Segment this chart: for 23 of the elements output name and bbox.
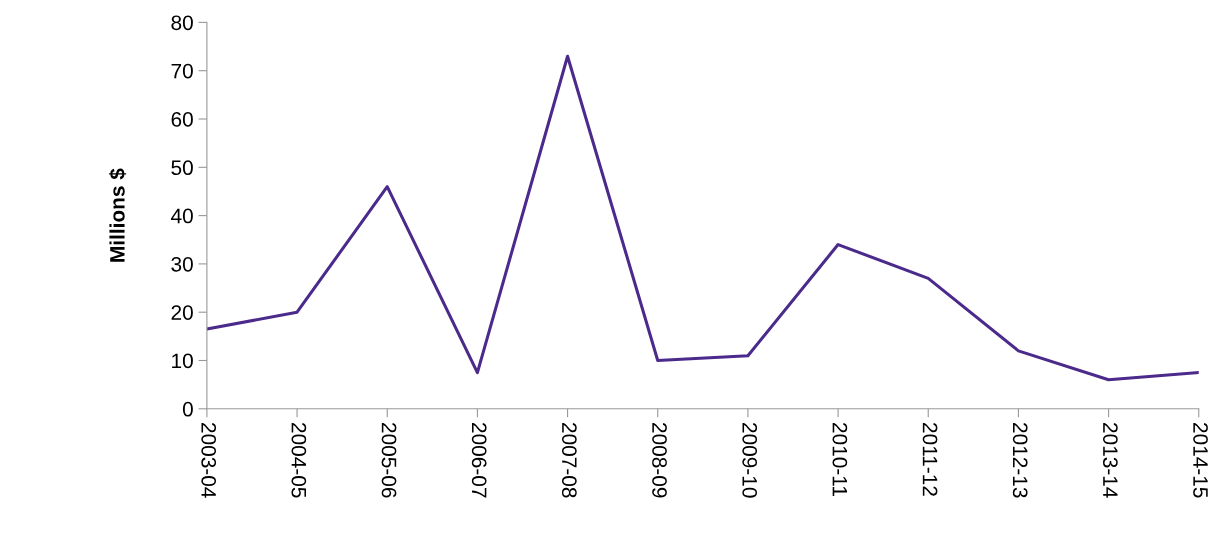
y-tick-label: 20	[171, 305, 193, 320]
y-tick-label: 70	[171, 63, 193, 79]
y-tick-label: 60	[171, 112, 193, 127]
y-tick-label: 10	[172, 353, 193, 369]
y-axis-title: Millions $	[109, 168, 127, 262]
y-tick-label: 0	[182, 401, 193, 417]
y-tick-label: 50	[171, 160, 193, 176]
y-tick-label: 40	[171, 208, 193, 224]
x-tick-label: 2004-05	[291, 423, 307, 498]
x-tick-label: 2013-14	[1102, 423, 1118, 498]
x-tick-label: 2009-10	[742, 423, 758, 498]
x-tick-label: 2007-08	[561, 423, 577, 498]
x-tick-label: 2014-15	[1193, 423, 1208, 498]
x-tick-label: 2010-11	[832, 423, 848, 496]
x-tick-label: 2005-06	[381, 423, 397, 498]
y-tick-label: 80	[171, 15, 193, 31]
x-tick-label: 2011-12	[922, 423, 938, 496]
x-tick-label: 2008-09	[652, 423, 667, 498]
y-tick-label: 30	[171, 256, 193, 272]
x-tick-label: 2003-04	[201, 423, 217, 498]
x-tick-label: 2006-07	[471, 423, 487, 498]
line-series	[206, 54, 1199, 382]
x-tick-label: 2012-13	[1012, 423, 1028, 498]
